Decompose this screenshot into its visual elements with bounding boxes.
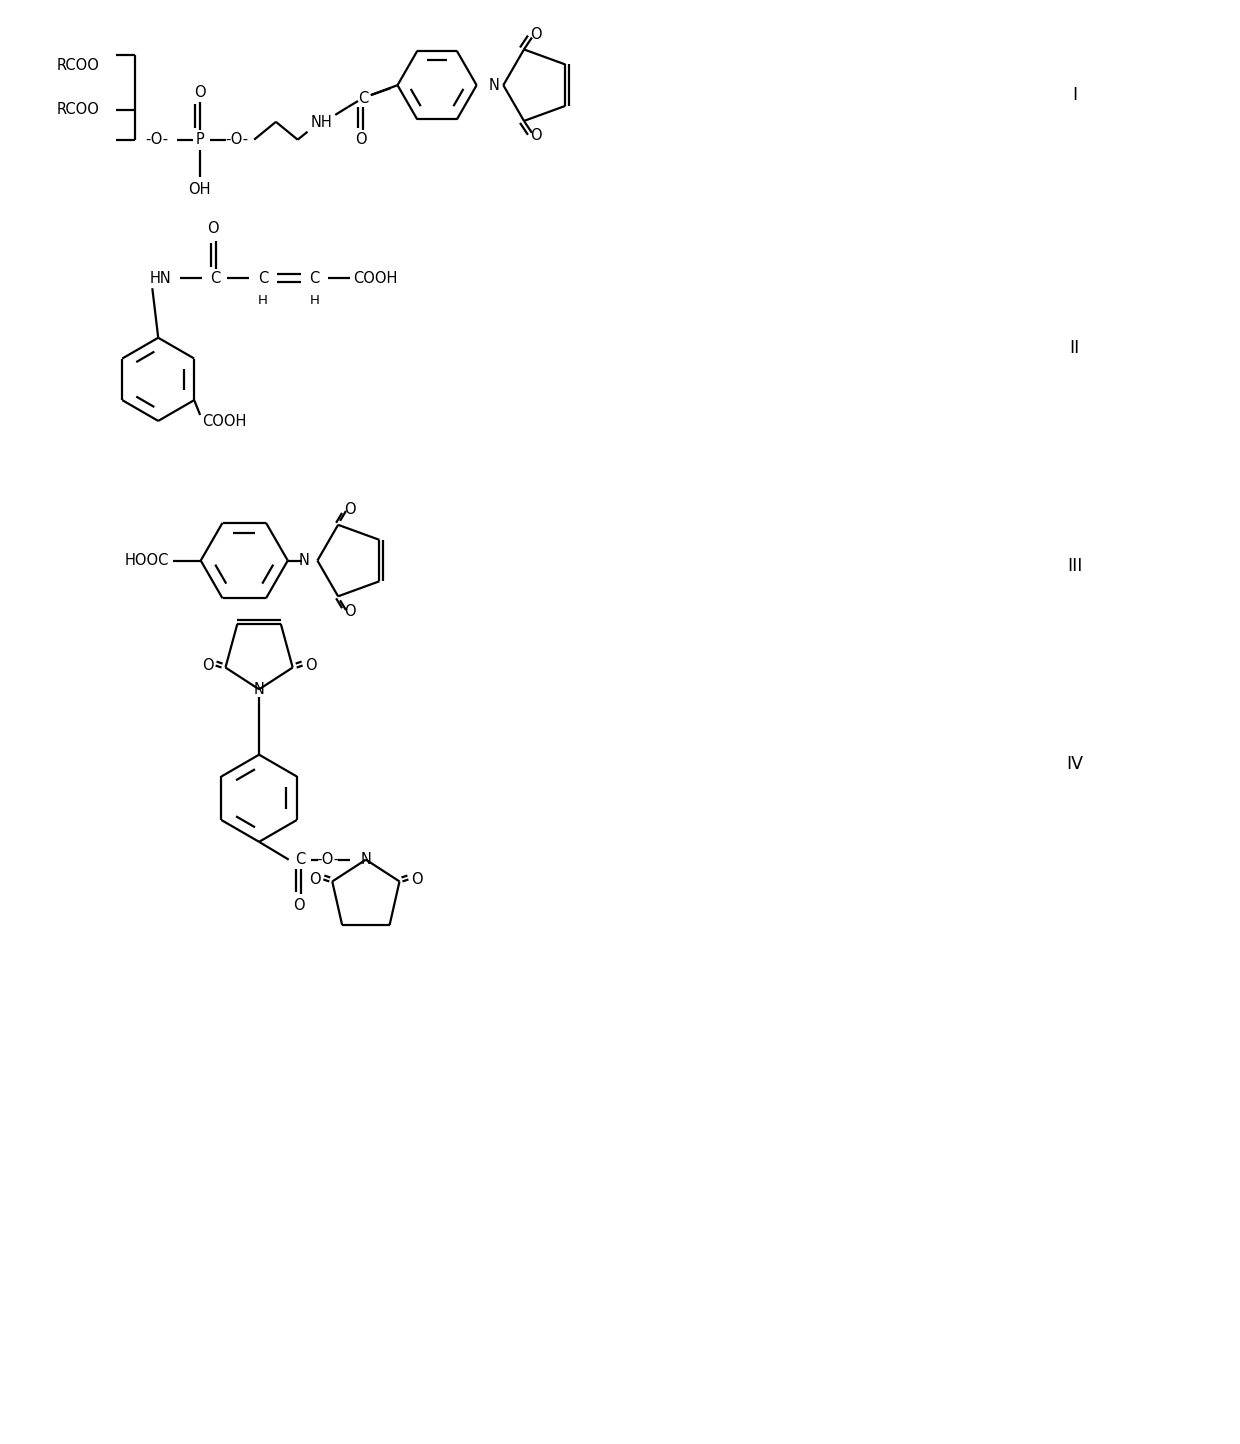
Text: N: N [254,682,264,697]
Text: HN: HN [149,271,171,286]
Text: O: O [293,898,305,913]
Text: N: N [361,852,371,868]
Text: II: II [1070,339,1080,357]
Text: COOH: COOH [353,271,398,286]
Text: P: P [196,133,205,147]
Text: HOOC: HOOC [124,553,169,567]
Text: O: O [529,129,542,143]
Text: COOH: COOH [202,414,247,429]
Text: O: O [345,503,356,517]
Text: N: N [298,553,309,567]
Text: H: H [310,293,320,306]
Text: C: C [258,271,268,286]
Text: O: O [305,658,316,673]
Text: RCOO: RCOO [56,103,99,117]
Text: O: O [529,27,542,42]
Text: III: III [1068,556,1083,575]
Text: O: O [207,221,218,237]
Text: OH: OH [188,182,211,196]
Text: H: H [258,293,268,306]
Text: -O-: -O- [224,133,248,147]
Text: -O-: -O- [145,133,169,147]
Text: O: O [309,872,320,887]
Text: O: O [345,604,356,618]
Text: O: O [202,658,213,673]
Text: NH: NH [310,116,332,130]
Text: C: C [358,91,368,105]
Text: I: I [1073,87,1078,104]
Text: C: C [211,271,221,286]
Text: RCOO: RCOO [56,58,99,72]
Text: O: O [412,872,423,887]
Text: C: C [295,852,306,868]
Text: N: N [489,78,500,92]
Text: IV: IV [1066,755,1084,773]
Text: O: O [193,85,206,100]
Text: C: C [309,271,320,286]
Text: O: O [355,133,367,147]
Text: -O-: -O- [316,852,340,868]
